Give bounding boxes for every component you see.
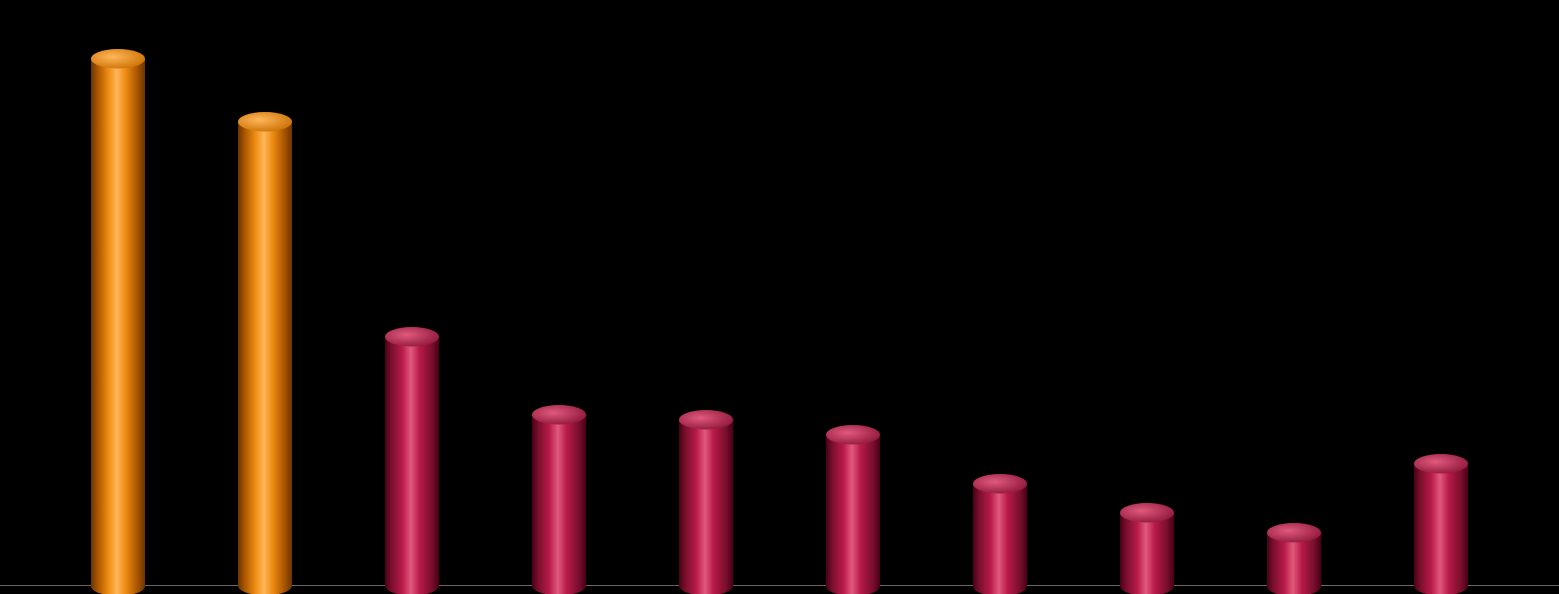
bar-0: [91, 59, 145, 586]
bar-7: [1120, 513, 1174, 586]
bar-3: [532, 415, 586, 586]
bar-1: [238, 122, 292, 586]
chart-baseline: [0, 585, 1559, 586]
bar-4: [679, 420, 733, 586]
bar-5: [826, 435, 880, 586]
bar-2: [385, 337, 439, 586]
bar-8: [1267, 532, 1321, 586]
bar-chart: [0, 0, 1559, 594]
bar-6: [973, 483, 1027, 586]
bar-9: [1414, 464, 1468, 586]
